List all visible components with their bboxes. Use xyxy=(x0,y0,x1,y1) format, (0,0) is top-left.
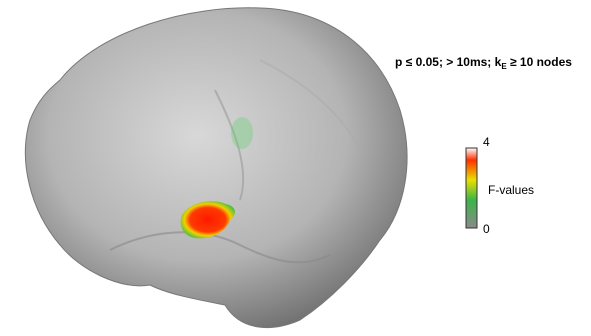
cluster-faint xyxy=(231,117,253,149)
note-text: p ≤ 0.05; > 10ms; k xyxy=(395,55,502,69)
page: p ≤ 0.05; > 10ms; kE ≥ 10 nodes 4 0 F-va… xyxy=(0,0,591,336)
colorbar xyxy=(466,148,477,228)
brain-render xyxy=(25,8,407,328)
colorbar-min: 0 xyxy=(483,222,490,236)
colorbar-label: F-values xyxy=(488,183,534,197)
threshold-note: p ≤ 0.05; > 10ms; kE ≥ 10 nodes xyxy=(395,55,572,71)
colorbar-max: 4 xyxy=(483,135,490,149)
note-text: ≥ 10 nodes xyxy=(507,55,573,69)
figure: p ≤ 0.05; > 10ms; kE ≥ 10 nodes 4 0 F-va… xyxy=(0,0,591,336)
